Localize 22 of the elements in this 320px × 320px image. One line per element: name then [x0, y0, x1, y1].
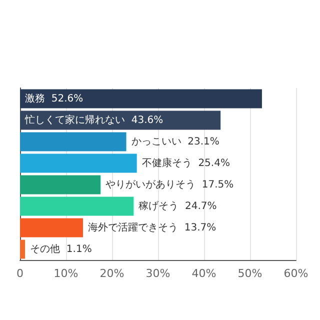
x-tick-label: 60%: [284, 267, 308, 280]
category-label: 忙しくて家に帰れない 43.6%: [25, 114, 164, 126]
x-tick-label: 0: [16, 267, 24, 280]
x-tick-label: 30%: [146, 267, 170, 280]
category-label: その他 1.1%: [30, 244, 92, 255]
category-label: やりがいがありそう 17.5%: [106, 179, 234, 190]
bar: [20, 218, 84, 238]
bar: [20, 175, 100, 194]
category-label: かっこいい 23.1%: [131, 136, 220, 148]
category-label: 海外で活躍できそう 13.7%: [88, 222, 216, 234]
x-tick-label: 40%: [192, 267, 216, 280]
bar: [20, 154, 137, 173]
bar: [20, 132, 126, 152]
x-tick-label: 10%: [54, 267, 78, 280]
bar: [20, 196, 134, 216]
bar: [20, 89, 262, 108]
bar: [20, 240, 26, 259]
category-label: 稼げそう 24.7%: [138, 200, 217, 212]
category-label: 激務 52.6%: [25, 93, 84, 104]
x-tick-label: 20%: [100, 267, 124, 280]
category-label: 不健康そう 25.4%: [142, 158, 230, 169]
x-tick-label: 50%: [238, 267, 262, 280]
